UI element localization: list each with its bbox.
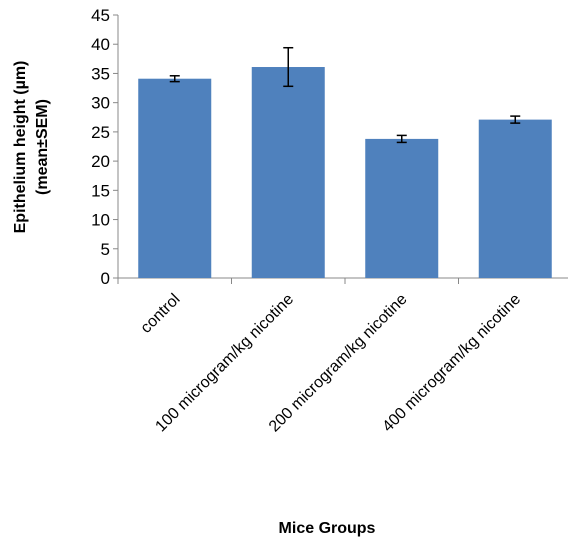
error-bars — [169, 46, 521, 144]
y-tick-label: 30 — [91, 94, 110, 113]
x-category-label: control — [138, 291, 184, 337]
y-axis: 0 5 10 15 20 25 30 35 40 45 — [91, 6, 119, 288]
y-tick-label: 45 — [91, 6, 110, 25]
bar — [251, 67, 325, 278]
y-tick-label: 15 — [91, 181, 110, 200]
y-axis-title-line1: Epithelium height (µm) — [12, 61, 29, 234]
y-tick-label: 35 — [91, 64, 110, 83]
bar — [138, 78, 212, 279]
bar — [478, 119, 552, 278]
y-tick-label: 25 — [91, 123, 110, 142]
x-axis — [117, 277, 568, 284]
bar — [365, 138, 439, 278]
y-tick-label: 20 — [91, 152, 110, 171]
y-tick-label: 5 — [101, 240, 110, 259]
y-axis-title-line2: (mean±SEM) — [34, 99, 51, 195]
y-tick-label: 0 — [101, 269, 110, 288]
x-category-label: 400 microgram/kg nicotine — [379, 291, 524, 436]
bars — [138, 67, 552, 279]
y-tick-label: 40 — [91, 35, 110, 54]
y-tick-label: 10 — [91, 211, 110, 230]
x-axis-title: Mice Groups — [279, 520, 376, 537]
